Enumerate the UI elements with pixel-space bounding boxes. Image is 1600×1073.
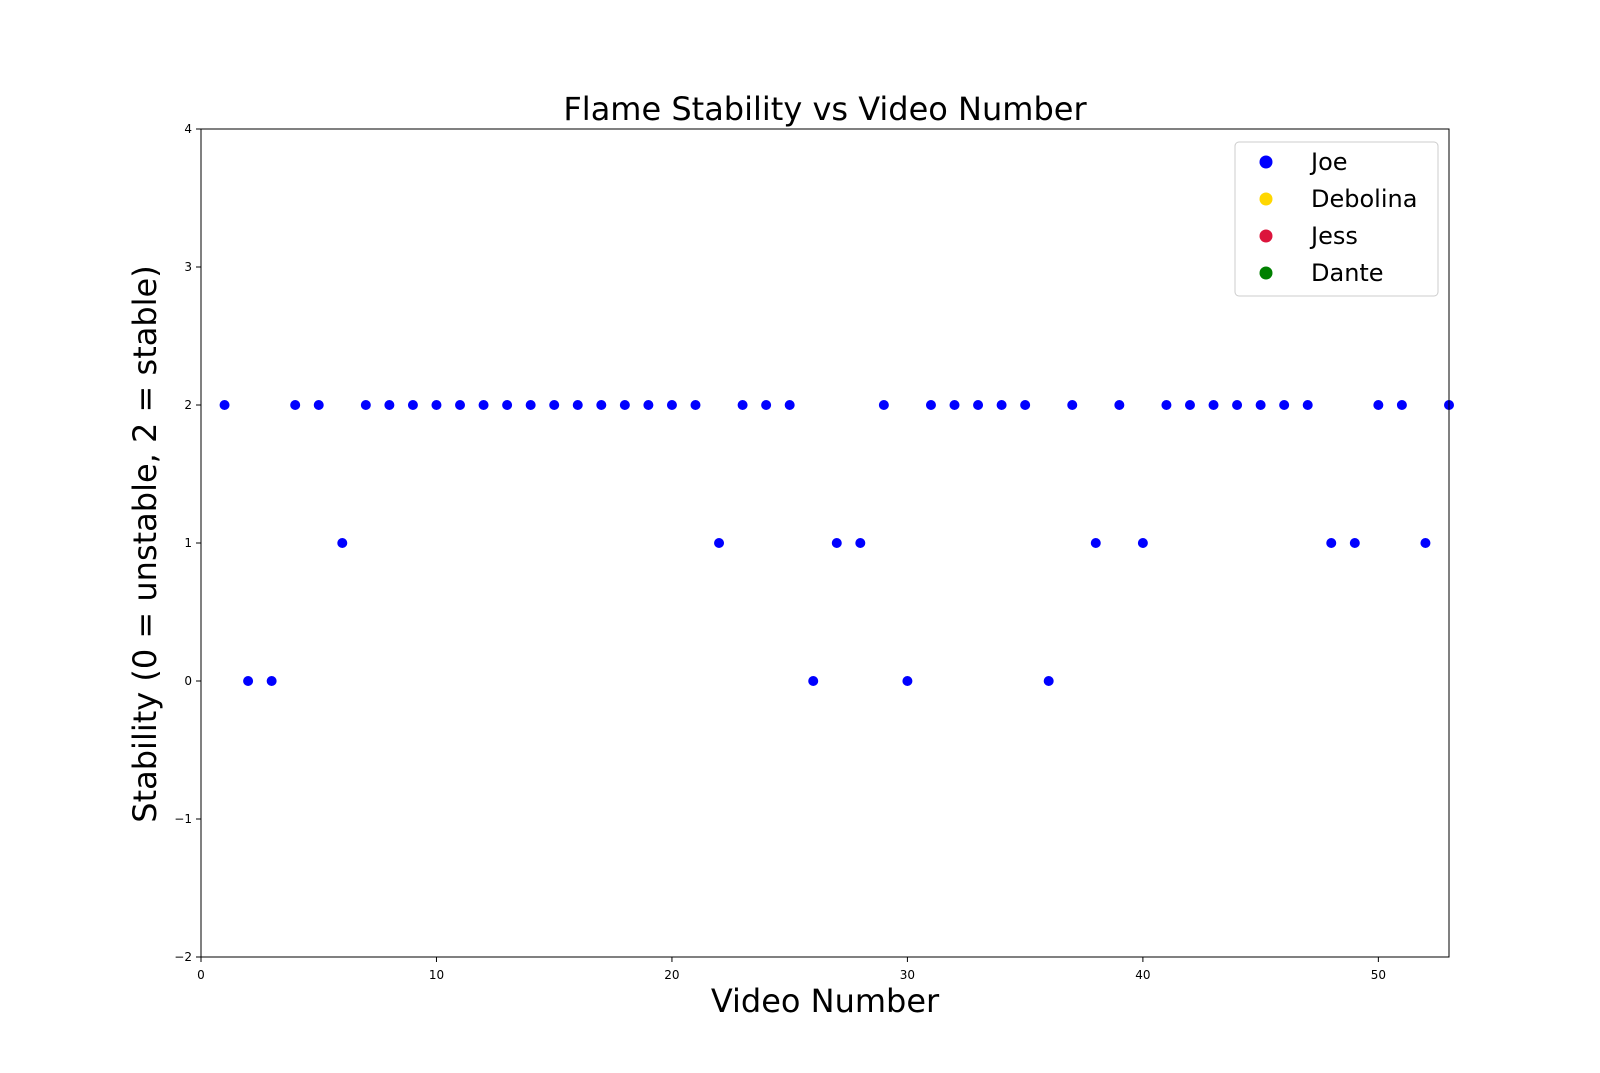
y-tick-label: 4: [184, 122, 192, 136]
data-point-joe: [925, 400, 936, 410]
data-point-joe: [855, 538, 866, 548]
data-point-joe: [761, 400, 772, 410]
x-tick-label: 10: [429, 968, 444, 982]
data-point-joe: [290, 400, 301, 410]
data-point-joe: [1232, 400, 1243, 410]
data-point-joe: [1114, 400, 1125, 410]
legend-marker-dante: [1259, 266, 1273, 280]
data-point-joe: [619, 400, 630, 410]
plot-area-frame: [200, 128, 1450, 958]
data-point-joe: [1373, 400, 1384, 410]
data-point-joe: [1161, 400, 1172, 410]
data-point-joe: [360, 400, 371, 410]
data-point-joe: [1208, 400, 1219, 410]
legend: Joe Debolina Jess Dante: [1234, 141, 1439, 297]
legend-label-dante: Dante: [1311, 259, 1384, 287]
data-point-joe: [1255, 400, 1266, 410]
data-point-joe: [384, 400, 395, 410]
axis-ticks: 0 10 20 30 40 50 −2 −1 0 1 2 3 4: [174, 122, 1386, 982]
data-point-joe: [643, 400, 654, 410]
legend-marker-debolina: [1259, 192, 1273, 206]
data-point-joe: [1067, 400, 1078, 410]
data-point-joe: [737, 400, 748, 410]
y-axis-label: Stability (0 = unstable, 2 = stable): [126, 265, 164, 822]
data-point-joe: [478, 400, 489, 410]
data-point-joe: [572, 400, 583, 410]
x-tick-label: 30: [900, 968, 915, 982]
y-tick-label: 2: [184, 398, 192, 412]
data-point-joe: [1302, 400, 1313, 410]
data-point-joe: [1279, 400, 1290, 410]
data-point-joe: [1349, 538, 1360, 548]
data-point-joe: [1090, 538, 1101, 548]
data-point-joe: [431, 400, 442, 410]
data-point-joe: [1326, 538, 1337, 548]
data-point-joe: [549, 400, 560, 410]
data-point-joe: [337, 538, 348, 548]
data-point-joe: [666, 400, 677, 410]
data-point-joe: [1396, 400, 1407, 410]
x-axis-label: Video Number: [711, 982, 940, 1020]
data-point-joe: [219, 400, 230, 410]
legend-label-jess: Jess: [1309, 222, 1358, 250]
data-point-joe: [902, 676, 913, 686]
data-point-joe: [266, 676, 277, 686]
data-point-joe: [784, 400, 795, 410]
legend-box: [1234, 141, 1439, 297]
data-point-joe: [596, 400, 607, 410]
chart-title: Flame Stability vs Video Number: [563, 90, 1087, 128]
data-point-joe: [714, 538, 725, 548]
y-tick-label: 3: [184, 260, 192, 274]
data-point-joe: [949, 400, 960, 410]
data-point-joe: [502, 400, 513, 410]
legend-marker-jess: [1259, 229, 1273, 243]
data-point-joe: [808, 676, 819, 686]
data-point-joe: [455, 400, 466, 410]
y-tick-label: −2: [174, 950, 192, 964]
legend-label-debolina: Debolina: [1311, 185, 1417, 213]
data-point-joe: [1043, 676, 1054, 686]
data-point-joe: [1020, 400, 1031, 410]
data-point-joe: [243, 676, 254, 686]
y-tick-label: 0: [184, 674, 192, 688]
y-tick-label: 1: [184, 536, 192, 550]
data-point-joe: [973, 400, 984, 410]
data-point-joe: [1137, 538, 1148, 548]
y-tick-label: −1: [174, 812, 192, 826]
data-point-joe: [407, 400, 418, 410]
data-point-joe: [690, 400, 701, 410]
data-point-joe: [525, 400, 536, 410]
x-tick-label: 20: [664, 968, 679, 982]
data-point-joe: [1420, 538, 1431, 548]
x-tick-label: 50: [1371, 968, 1386, 982]
x-tick-label: 40: [1135, 968, 1150, 982]
data-point-joe: [996, 400, 1007, 410]
x-tick-label: 0: [197, 968, 205, 982]
data-point-joe: [878, 400, 889, 410]
data-points: [219, 400, 1454, 686]
legend-label-joe: Joe: [1309, 148, 1348, 176]
legend-marker-joe: [1259, 155, 1273, 169]
data-point-joe: [1184, 400, 1195, 410]
data-point-joe: [831, 538, 842, 548]
data-point-joe: [313, 400, 324, 410]
